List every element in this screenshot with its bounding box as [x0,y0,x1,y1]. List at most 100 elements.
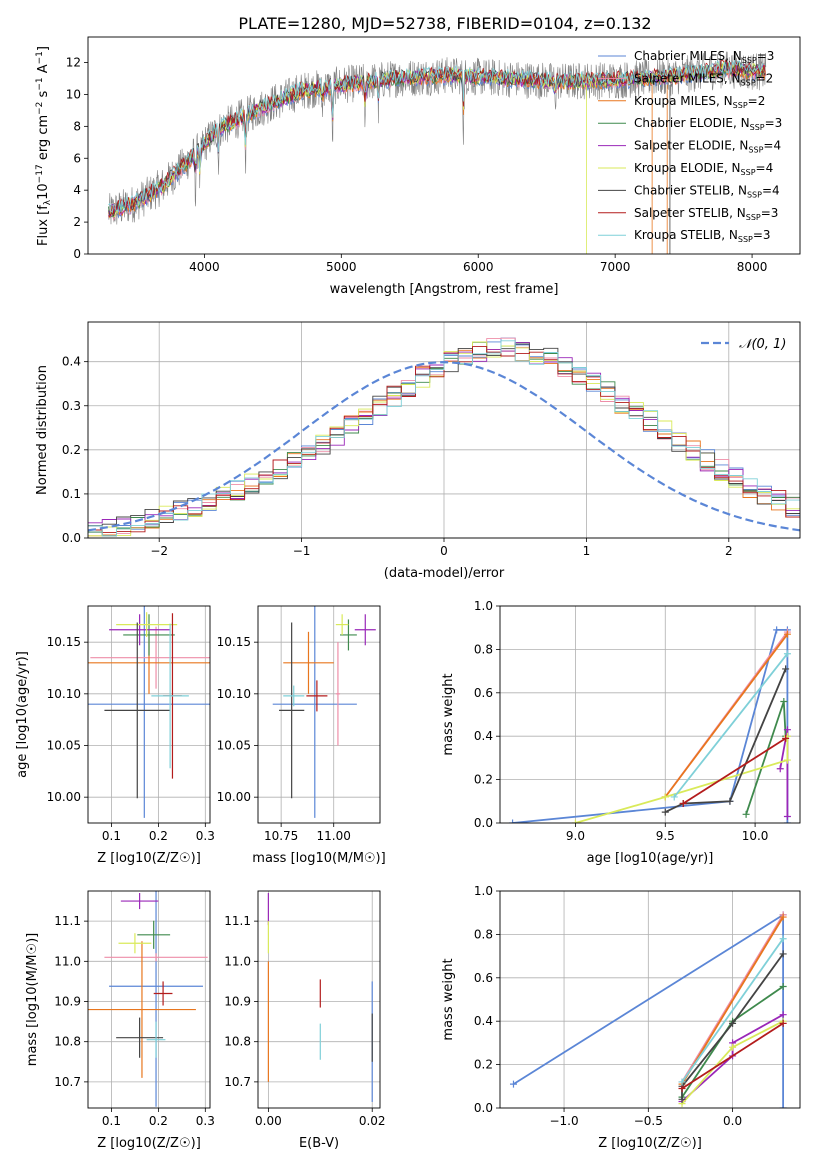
plot-area [272,606,376,818]
weight-marker-salpeter-elodie [783,726,791,734]
weight-marker-salpeter-stelib [779,1019,787,1027]
weight-line-chabrier-miles [512,629,789,823]
weight-line-chabrier-stelib [681,953,784,1100]
weight-marker-chabrier-miles [783,819,791,823]
panel-age-vs-mass: 10.75 11.00 10.00 10.05 10.10 10.15 mass [log1… [217,605,386,866]
weight-line-kroupa-stelib [681,938,784,1083]
weight-marker-salpeter-elodie [776,765,784,773]
weight-marker-chabrier-stelib [782,665,790,673]
weight-marker-chabrier-elodie [779,982,787,990]
panel-weight-vs-Z: −1.0 −0.5 0.0 0.0 0.2 0.4 0.6 0.8 1.0 Z [log10(Z/… [441,884,801,1151]
legend-subscript: SSP [746,213,761,222]
model-spectrum-kroupa-stelib [108,59,766,213]
legend-subscript: SSP [741,168,756,177]
x-tick-label: 10.0 [742,829,769,843]
weight-line-salpeter-stelib [681,1022,784,1090]
weight-marker-chabrier-stelib [661,808,669,816]
y-tick-label: 12 [66,56,81,70]
axes-frame [257,890,381,1109]
y-tick-label: 0.4 [474,1014,493,1028]
x-tick-label: 7000 [600,260,631,274]
y-tick-label: 10.15 [217,635,251,649]
weight-marker-salpeter-stelib [782,734,790,742]
y-axis-label: mass [log10(M/M☉)] [25,933,40,1066]
y-tick-label: 10.10 [217,687,251,701]
x-axis-label: Z [log10(Z/Z☉)] [598,1136,702,1151]
legend-subscript: SSP [741,78,756,87]
y-tick-label: 10.05 [217,739,251,753]
weight-marker-salpeter-stelib [679,799,687,807]
panel-spectrum: 4000 5000 6000 7000 8000 0 2 4 6 8 10 12 wavelength … [35,36,801,297]
x-tick-label: 5000 [326,260,357,274]
weight-line-kroupa-miles [681,916,784,1085]
legend-label-salpeter-elodie: Salpeter ELODIE, NSSP=4 [634,139,781,155]
legend-label-chabrier-miles: Chabrier MILES, NSSP=3 [634,49,774,65]
y-tick-label: 0.8 [474,927,493,941]
x-tick-label: 2 [725,544,733,558]
y-tick-label: 0.4 [62,355,81,369]
legend-nssp-value: =3 [765,116,783,130]
plot-area [88,337,800,537]
y-tick-label: 1.0 [474,599,493,613]
y-tick-label: 0.4 [474,729,493,743]
y-tick-label: 11.1 [54,914,81,928]
y-tick-label: 0.1 [62,487,81,501]
y-axis-label: age [log10(age/yr)] [15,651,30,778]
figure-title: PLATE=1280, MJD=52738, FIBERID=0104, z=0… [238,14,651,33]
x-axis-label: (data-model)/error [384,566,505,581]
y-tick-label: 10 [66,87,81,101]
x-axis-label: E(B-V) [299,1136,339,1151]
x-axis-label: Z [log10(Z/Z☉)] [97,851,201,866]
legend-label-kroupa-miles: Kroupa MILES, NSSP=2 [634,94,765,110]
weight-marker-chabrier-elodie [780,697,788,705]
y-tick-label: 2 [73,215,81,229]
x-tick-label: 0.1 [102,1114,121,1128]
y-tick-label: 10.10 [47,687,81,701]
y-tick-label: 0.2 [474,1058,493,1072]
legend-subscript: SSP [747,190,762,199]
y-tick-label: 0.2 [62,443,81,457]
weight-marker-salpeter-elodie [783,812,791,820]
legend-nssp-value: =4 [756,161,774,175]
legend-label-chabrier-elodie: Chabrier ELODIE, NSSP=3 [634,116,782,132]
y-tick-label: 0.3 [62,399,81,413]
y-tick-label: 10.7 [54,1075,81,1089]
x-tick-label: 8000 [737,260,768,274]
weight-line-salpeter-elodie [779,729,789,817]
weight-marker-kroupa-stelib [678,1078,686,1086]
weight-marker-chabrier-miles [509,1080,517,1088]
x-tick-label: 0.3 [196,829,215,843]
plot-area [267,893,373,1102]
y-tick-label: 0.0 [474,816,493,830]
axes-frame [499,890,801,1109]
legend-label-normal: 𝒩(0, 1) [739,337,786,352]
x-axis-label: age [log10(age/yr)] [587,851,714,866]
y-tick-label: 11.1 [224,914,251,928]
weight-marker-chabrier-stelib [779,950,787,958]
y-tick-label: 10.05 [47,739,81,753]
x-tick-label: 0.0 [723,1114,742,1128]
axes-frame [87,605,211,824]
x-tick-label: 1 [583,544,591,558]
weight-marker-kroupa-stelib [779,935,787,943]
x-tick-label: −0.5 [634,1114,663,1128]
axes-frame [499,605,801,824]
x-axis-label: mass [log10(M/M☉)] [252,851,385,866]
y-tick-label: 10.8 [224,1035,251,1049]
plot-area [88,606,210,818]
y-tick-label: 10.9 [54,995,81,1009]
y-tick-label: 0.0 [62,531,81,545]
weight-marker-salpeter-elodie [779,1011,787,1019]
weight-marker-kroupa-elodie [729,1043,737,1051]
legend-subscript: SSP [733,101,748,110]
y-axis-label: mass weight [441,958,456,1040]
x-tick-label: −1 [293,544,311,558]
y-tick-label: 6 [73,151,81,165]
y-axis-label: mass weight [441,673,456,755]
legend-nssp-value: =2 [756,71,774,85]
x-tick-label: −1.0 [549,1114,578,1128]
x-tick-label: 11.00 [317,829,351,843]
y-tick-label: 10.9 [224,995,251,1009]
weight-marker-chabrier-miles [509,819,517,823]
weight-line-kroupa-elodie [575,736,789,823]
